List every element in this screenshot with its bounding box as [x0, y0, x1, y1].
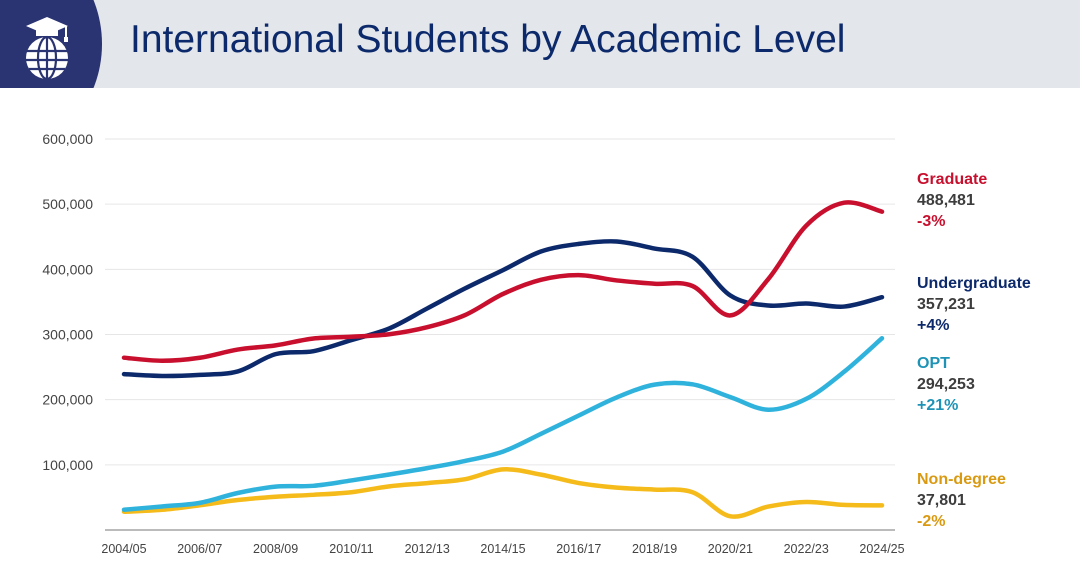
- legend-series-value: 488,481: [917, 192, 975, 209]
- legend-series-name: OPT: [917, 355, 950, 372]
- x-tick-label: 2016/17: [556, 542, 601, 556]
- x-axis-ticks: 2004/05 2006/07 2008/09 2010/11 2012/13 2014/…: [101, 542, 904, 556]
- legend-entry-graduate: Graduate 488,481 -3%: [917, 169, 987, 232]
- x-tick-label: 2006/07: [177, 542, 222, 556]
- x-tick-label: 2008/09: [253, 542, 298, 556]
- series-line-graduate: [121, 200, 885, 364]
- header-bar: International Students by Academic Level: [0, 0, 1080, 88]
- legend-series-value: 37,801: [917, 492, 966, 509]
- y-tick-label: 100,000: [42, 457, 93, 473]
- x-tick-label: 2004/05: [101, 542, 146, 556]
- x-tick-label: 2010/11: [329, 542, 373, 556]
- legend-series-value: 357,231: [917, 296, 975, 313]
- series-lines: [121, 200, 885, 519]
- legend-series-value: 294,253: [917, 376, 975, 393]
- page-title: International Students by Academic Level: [130, 18, 846, 61]
- legend-entry-opt: OPT 294,253 +21%: [917, 353, 975, 416]
- legend-series-name: Undergraduate: [917, 275, 1031, 292]
- y-axis-ticks: 100,000 200,000 300,000 400,000 500,000 600,0…: [42, 131, 93, 473]
- legend-series-name: Non-degree: [917, 471, 1006, 488]
- series-line-non-degree: [121, 467, 885, 519]
- gridlines: [105, 138, 895, 466]
- x-tick-label: 2018/19: [632, 542, 677, 556]
- legend-series-change: +21%: [917, 397, 959, 414]
- x-tick-label: 2012/13: [405, 542, 450, 556]
- y-tick-label: 300,000: [42, 327, 93, 343]
- x-tick-label: 2022/23: [784, 542, 829, 556]
- series-line-opt: [121, 335, 885, 512]
- legend-series-change: -3%: [917, 213, 946, 230]
- y-tick-label: 200,000: [42, 392, 93, 408]
- legend-entry-non-degree: Non-degree 37,801 -2%: [917, 469, 1006, 532]
- y-tick-label: 600,000: [42, 131, 93, 147]
- series-line-undergraduate: [121, 239, 885, 379]
- legend-entry-undergraduate: Undergraduate 357,231 +4%: [917, 273, 1031, 336]
- x-tick-label: 2014/15: [480, 542, 525, 556]
- y-tick-label: 500,000: [42, 196, 93, 212]
- graduation-globe-icon: [26, 17, 68, 80]
- x-tick-label: 2024/25: [859, 542, 904, 556]
- legend-series-change: -2%: [917, 513, 946, 530]
- legend-series-name: Graduate: [917, 171, 988, 188]
- legend-series-change: +4%: [917, 317, 950, 334]
- y-tick-label: 400,000: [42, 261, 93, 277]
- x-tick-label: 2020/21: [708, 542, 753, 556]
